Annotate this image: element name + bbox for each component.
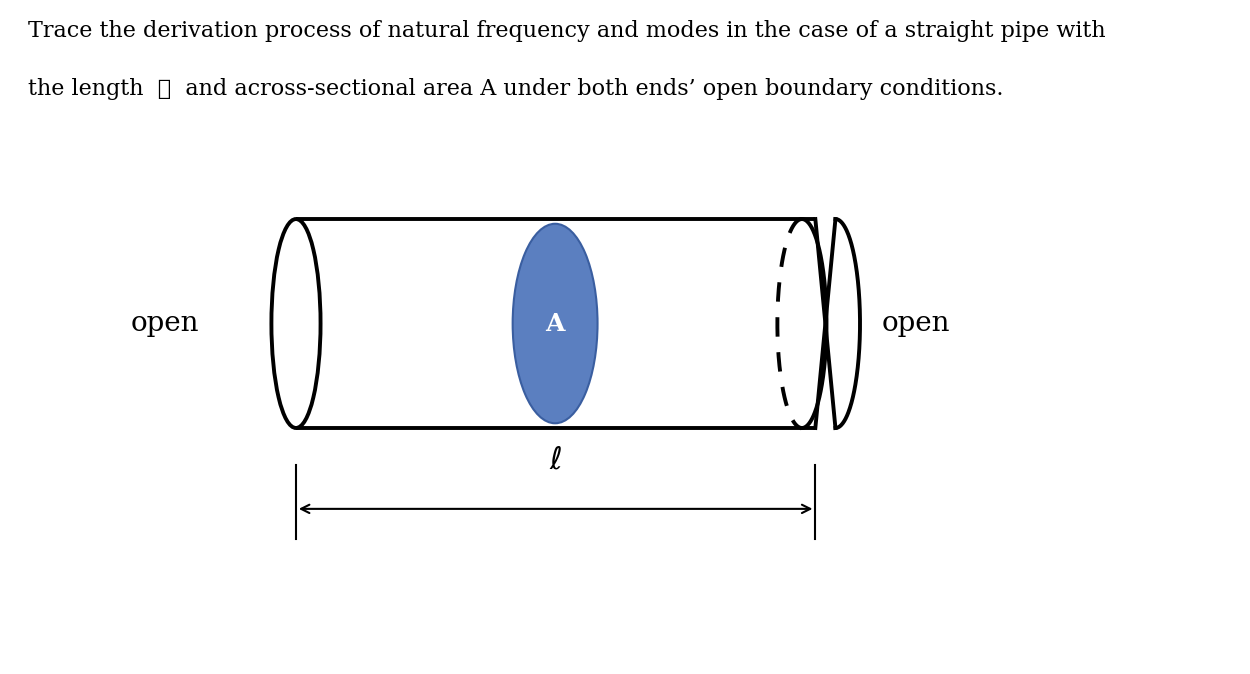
- Text: $\ell$: $\ell$: [549, 444, 561, 475]
- Ellipse shape: [512, 224, 598, 423]
- Text: Trace the derivation process of natural frequency and modes in the case of a str: Trace the derivation process of natural …: [28, 20, 1105, 42]
- Ellipse shape: [271, 219, 320, 428]
- Text: the length  ℓ  and across-sectional area A under both ends’ open boundary condit: the length ℓ and across-sectional area A…: [28, 78, 1004, 100]
- Text: open: open: [131, 310, 200, 337]
- Text: open: open: [881, 310, 950, 337]
- Text: A: A: [545, 311, 565, 336]
